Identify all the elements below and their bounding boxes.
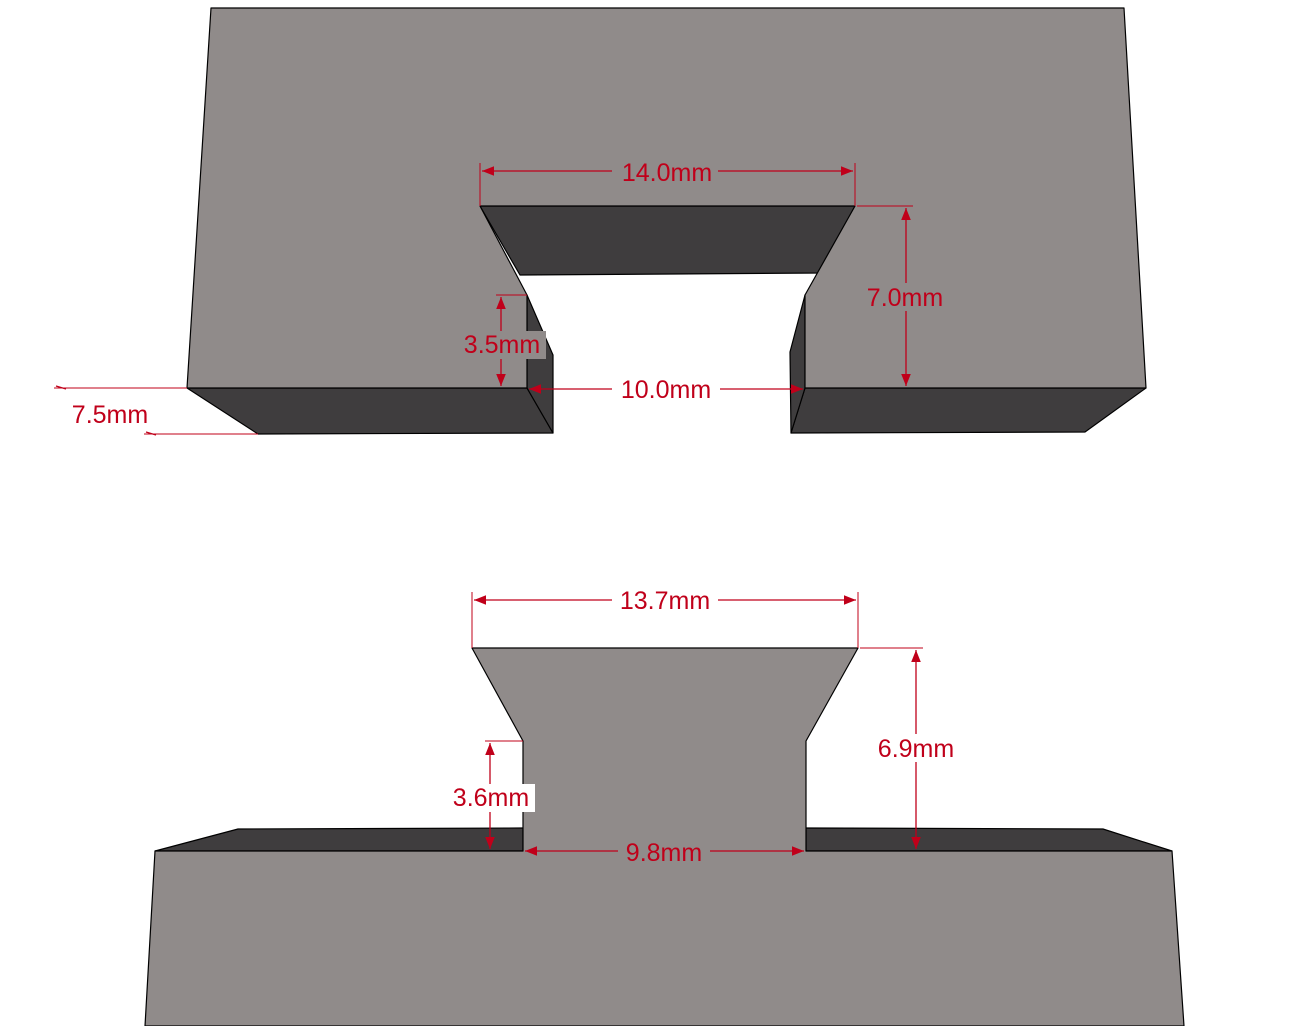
slot-block-slot-back-face	[479, 205, 856, 276]
tenon-height-label: 6.9mm	[878, 735, 954, 763]
slot-thickness-label: 7.5mm	[72, 401, 148, 429]
tenon-block-back-left-face	[154, 827, 524, 852]
tenon-top-width-label: 13.7mm	[620, 587, 710, 615]
tenon-neck-height-label: 3.6mm	[453, 784, 529, 812]
slot-bottom-width-label: 10.0mm	[621, 376, 711, 404]
tenon-block-back-right-face	[805, 827, 1173, 852]
slot-height-label: 7.0mm	[867, 284, 943, 312]
slot-block	[186, 7, 1147, 435]
slot-neck-height-label: 3.5mm	[464, 331, 540, 359]
tenon-dimensions: 13.7mm 6.9mm 3.6mm 9.8mm	[447, 586, 962, 867]
slot-block-front-right-face	[790, 387, 1147, 434]
slot-block-top-face	[186, 7, 1147, 389]
slot-block-front-left-face	[186, 387, 554, 435]
slot-top-width-label: 14.0mm	[622, 159, 712, 187]
slot-dimensions: 14.0mm 7.0mm 3.5mm 10.0mm 7.5mm	[54, 157, 950, 436]
tenon-bottom-width-label: 9.8mm	[626, 839, 702, 867]
